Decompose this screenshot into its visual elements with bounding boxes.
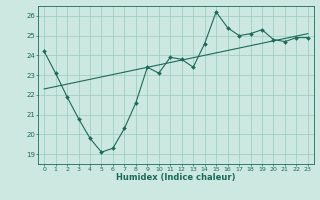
X-axis label: Humidex (Indice chaleur): Humidex (Indice chaleur) (116, 173, 236, 182)
